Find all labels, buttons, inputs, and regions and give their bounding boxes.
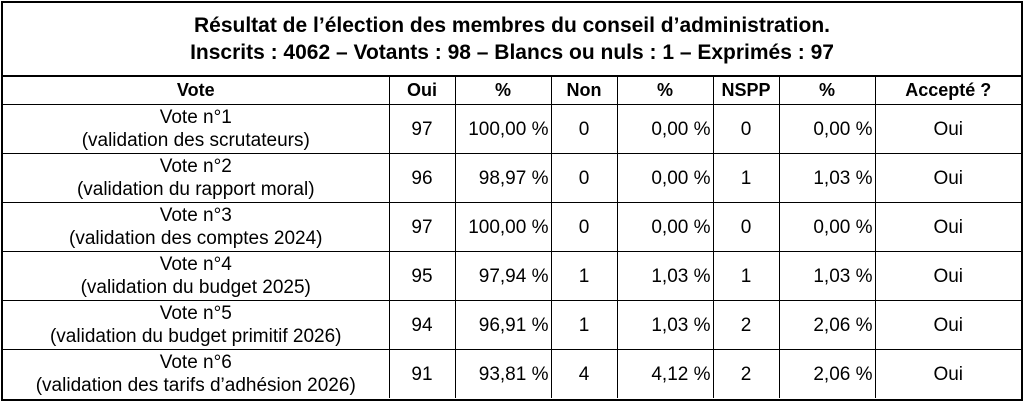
non-count: 1 (550, 300, 618, 350)
nspp-percent: 2,06 % (778, 300, 876, 350)
header-oui: Oui (388, 77, 456, 105)
title-block: Résultat de l’élection des membres du co… (3, 3, 1021, 77)
oui-percent: 96,91 % (454, 300, 552, 350)
vote-number: Vote n°3 (159, 205, 232, 226)
header-accepte: Accepté ? (874, 77, 1021, 105)
oui-count: 97 (388, 202, 456, 252)
vote-description: (validation des scrutateurs) (81, 130, 310, 151)
non-percent: 1,03 % (616, 300, 714, 350)
accepte-value: Oui (874, 104, 1021, 154)
table-row: Vote n°5 (validation du budget primitif 2… (3, 300, 1021, 350)
vote-description: (validation du budget 2025) (80, 277, 311, 298)
oui-count: 96 (388, 153, 456, 203)
vote-number: Vote n°4 (159, 254, 232, 275)
table-row: Vote n°1 (validation des scrutateurs) 97 10… (3, 104, 1021, 154)
vote-description: (validation du budget primitif 2026) (49, 326, 342, 347)
header-non: Non (550, 77, 618, 105)
oui-percent: 97,94 % (454, 251, 552, 301)
non-count: 4 (550, 349, 618, 398)
oui-percent: 98,97 % (454, 153, 552, 203)
table-row: Vote n°4 (validation du budget 2025) 95 97,… (3, 251, 1021, 301)
nspp-percent: 1,03 % (778, 153, 876, 203)
vote-description: (validation des tarifs d’adhésion 2026) (35, 375, 356, 396)
nspp-count: 2 (712, 349, 780, 398)
vote-description: (validation du rapport moral) (76, 179, 315, 200)
nspp-count: 1 (712, 153, 780, 203)
accepte-value: Oui (874, 202, 1021, 252)
nspp-percent: 0,00 % (778, 104, 876, 154)
vote-cell: Vote n°5 (validation du budget primitif 2… (3, 300, 390, 350)
vote-description: (validation des comptes 2024) (69, 228, 323, 249)
header-row: Vote Oui % Non % NSPP % Accepté ? (3, 77, 1021, 105)
vote-cell: Vote n°4 (validation du budget 2025) (3, 251, 390, 301)
nspp-percent: 0,00 % (778, 202, 876, 252)
non-percent: 0,00 % (616, 202, 714, 252)
table-row: Vote n°6 (validation des tarifs d’adhésio… (3, 349, 1021, 398)
nspp-count: 1 (712, 251, 780, 301)
non-percent: 0,00 % (616, 153, 714, 203)
nspp-count: 0 (712, 104, 780, 154)
vote-number: Vote n°6 (159, 352, 232, 373)
accepte-value: Oui (874, 300, 1021, 350)
vote-cell: Vote n°2 (validation du rapport moral) (3, 153, 390, 203)
oui-count: 97 (388, 104, 456, 154)
nspp-percent: 1,03 % (778, 251, 876, 301)
header-nspp: NSPP (712, 77, 780, 105)
vote-cell: Vote n°6 (validation des tarifs d’adhésio… (3, 349, 390, 398)
non-count: 0 (550, 104, 618, 154)
title-line-1: Résultat de l’élection des membres du co… (194, 14, 830, 37)
non-count: 1 (550, 251, 618, 301)
oui-count: 95 (388, 251, 456, 301)
vote-number: Vote n°2 (159, 156, 232, 177)
nspp-percent: 2,06 % (778, 349, 876, 398)
header-vote: Vote (3, 77, 390, 105)
vote-number: Vote n°1 (159, 107, 232, 128)
oui-percent: 100,00 % (454, 202, 552, 252)
nspp-count: 2 (712, 300, 780, 350)
header-nspp-percent: % (778, 77, 876, 105)
accepte-value: Oui (874, 153, 1021, 203)
non-count: 0 (550, 153, 618, 203)
results-table: Vote Oui % Non % NSPP % Accepté ? Vote n… (3, 77, 1021, 398)
oui-count: 94 (388, 300, 456, 350)
accepte-value: Oui (874, 349, 1021, 398)
oui-count: 91 (388, 349, 456, 398)
header-non-percent: % (616, 77, 714, 105)
accepte-value: Oui (874, 251, 1021, 301)
table-row: Vote n°3 (validation des comptes 2024) 97 1… (3, 202, 1021, 252)
non-percent: 0,00 % (616, 104, 714, 154)
non-count: 0 (550, 202, 618, 252)
vote-cell: Vote n°1 (validation des scrutateurs) (3, 104, 390, 154)
table-row: Vote n°2 (validation du rapport moral) 96 9… (3, 153, 1021, 203)
title-line-2: Inscrits : 4062 – Votants : 98 – Blancs … (190, 41, 834, 64)
oui-percent: 93,81 % (454, 349, 552, 398)
oui-percent: 100,00 % (454, 104, 552, 154)
header-oui-percent: % (454, 77, 552, 105)
vote-cell: Vote n°3 (validation des comptes 2024) (3, 202, 390, 252)
nspp-count: 0 (712, 202, 780, 252)
non-percent: 1,03 % (616, 251, 714, 301)
non-percent: 4,12 % (616, 349, 714, 398)
vote-number: Vote n°5 (159, 303, 232, 324)
